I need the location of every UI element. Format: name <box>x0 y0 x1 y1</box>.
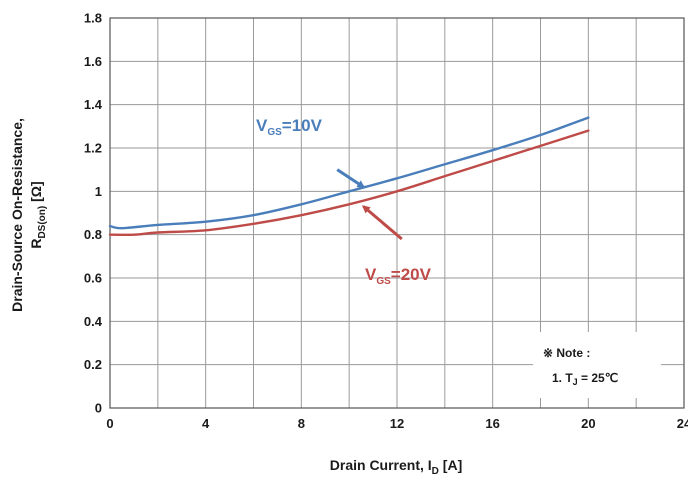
note-item: 1. TJ = 25℃ <box>552 371 618 387</box>
x-tick-labels: 0 4 8 12 16 20 24 <box>106 416 688 431</box>
x-tick-label: 24 <box>677 416 688 431</box>
y-tick-label: 1.6 <box>84 54 102 69</box>
y-axis-title: Drain-Source On-Resistance, RDS(on) [Ω] <box>9 118 48 312</box>
x-tick-label: 8 <box>298 416 305 431</box>
note-box: ※ Note : 1. TJ = 25℃ <box>533 332 661 398</box>
y-tick-labels: 0 0.2 0.4 0.6 0.8 1 1.2 1.4 1.6 1.8 <box>84 11 103 416</box>
series-label-vgs10v: VGS=10V <box>256 116 323 138</box>
x-axis-title: Drain Current, ID [A] <box>330 457 462 477</box>
x-tick-label: 0 <box>106 416 113 431</box>
arrow-vgs10v <box>336 168 366 189</box>
plot-frame <box>109 17 685 409</box>
x-tick-label: 4 <box>202 416 210 431</box>
series-line-vgs10v <box>108 116 590 230</box>
x-tick-label: 12 <box>390 416 404 431</box>
series-label-vgs20v: VGS=20V <box>365 265 432 287</box>
y-tick-label: 1 <box>95 184 102 199</box>
y-tick-label: 1.4 <box>84 97 103 112</box>
series-line-vgs20v <box>108 129 590 237</box>
y-tick-label: 1.2 <box>84 141 102 156</box>
y-tick-label: 0.2 <box>84 357 102 372</box>
y-tick-label: 0.8 <box>84 227 102 242</box>
y-axis-title-line1: Drain-Source On-Resistance, <box>9 118 25 312</box>
note-title: ※ Note : <box>543 346 590 360</box>
y-axis-title-line2: RDS(on) [Ω] <box>28 181 48 248</box>
y-tick-label: 1.8 <box>84 11 102 26</box>
series-lines <box>108 116 590 237</box>
annotation-arrows <box>336 168 403 241</box>
y-tick-label: 0 <box>95 401 102 416</box>
x-tick-label: 16 <box>485 416 499 431</box>
x-tick-label: 20 <box>581 416 595 431</box>
y-tick-label: 0.4 <box>84 314 103 329</box>
y-tick-label: 0.6 <box>84 271 102 286</box>
arrow-vgs20v <box>361 205 403 241</box>
